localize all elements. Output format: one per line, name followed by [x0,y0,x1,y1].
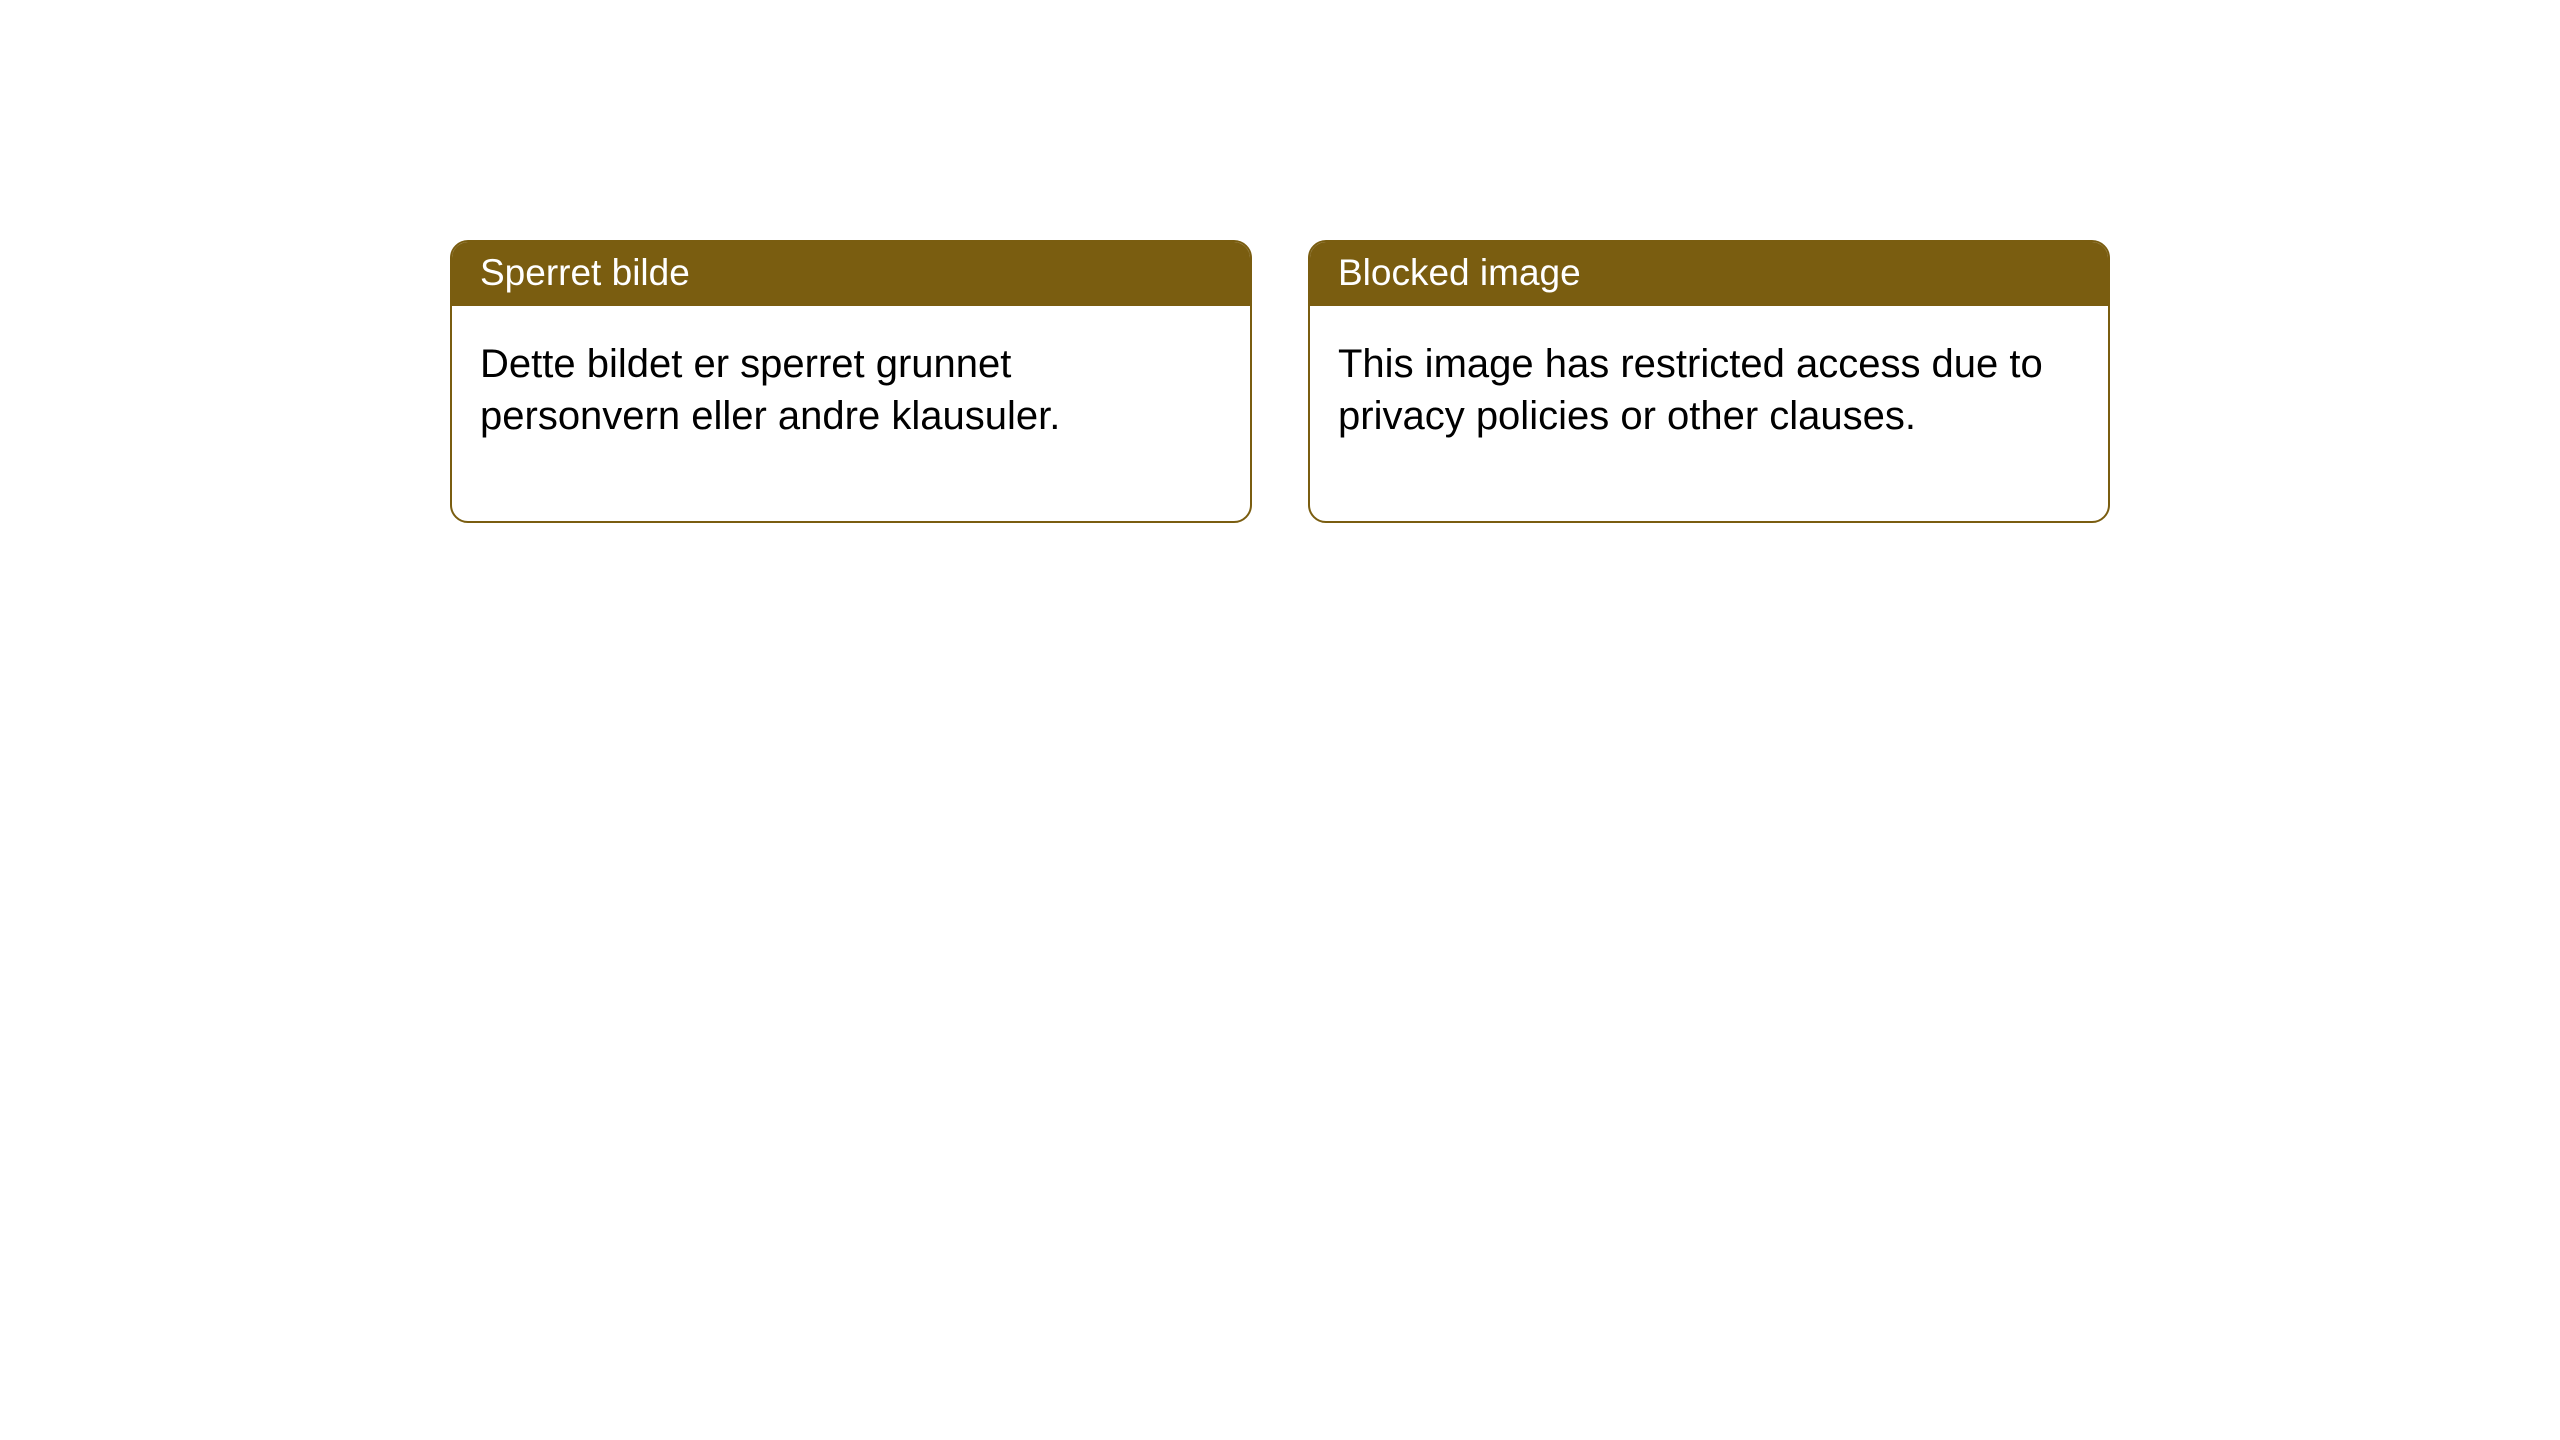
notice-body: This image has restricted access due to … [1310,306,2108,521]
notice-card-norwegian: Sperret bilde Dette bildet er sperret gr… [450,240,1252,523]
notice-container: Sperret bilde Dette bildet er sperret gr… [0,0,2560,523]
notice-header: Blocked image [1310,242,2108,306]
notice-header: Sperret bilde [452,242,1250,306]
notice-card-english: Blocked image This image has restricted … [1308,240,2110,523]
notice-body: Dette bildet er sperret grunnet personve… [452,306,1250,521]
